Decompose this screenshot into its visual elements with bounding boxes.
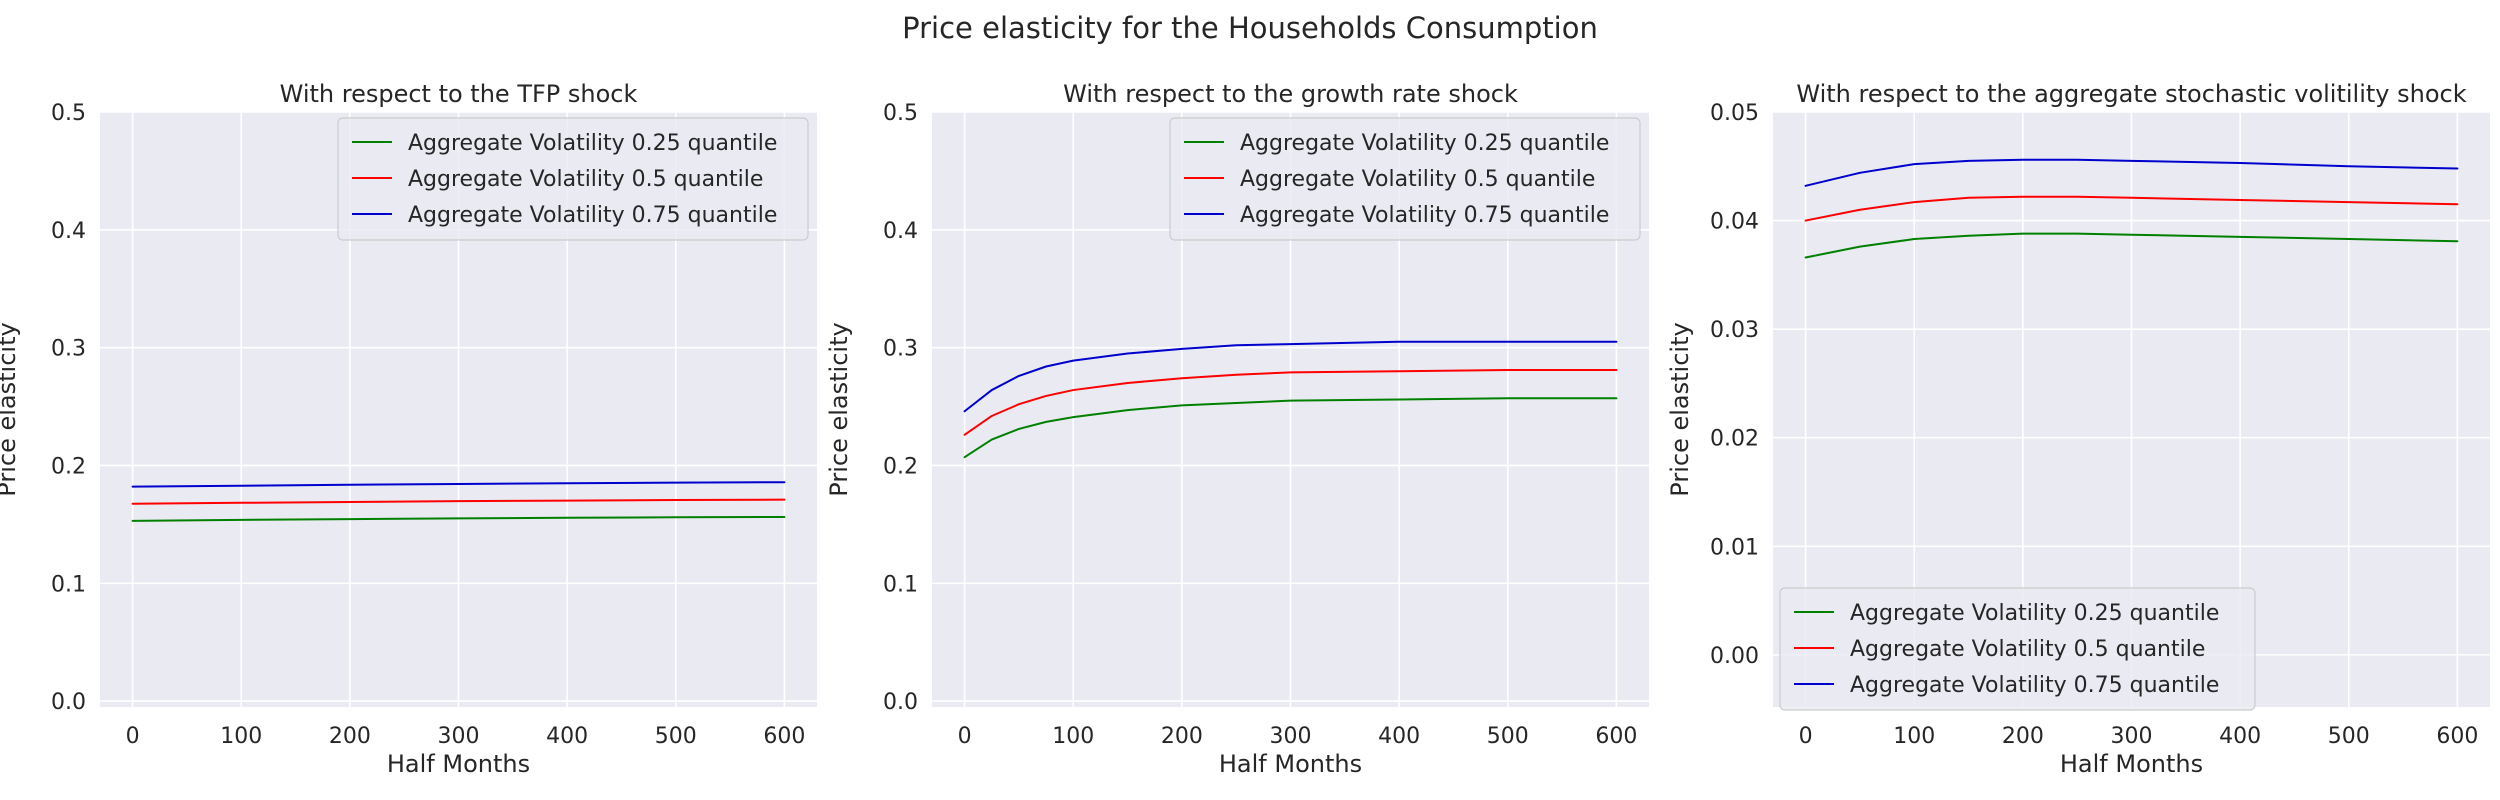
y-tick-label: 0.0 — [51, 690, 86, 715]
x-tick-label: 300 — [438, 724, 480, 749]
x-tick-label: 200 — [1161, 724, 1203, 749]
y-tick-label: 0.01 — [1710, 535, 1759, 560]
series-line-1 — [963, 397, 1618, 459]
subplot-1: 0 100 200 300 400 500 600 0.0 0.1 0.2 0.3 0.4 0.5 Wit… — [0, 80, 817, 778]
series-line-3 — [963, 340, 1618, 413]
legend: Aggregate Volatility 0.25 quantile Aggreg… — [1779, 587, 2256, 711]
y-axis-label: Price elasticity — [825, 322, 853, 496]
series-line-3 — [131, 481, 786, 488]
legend-label: Aggregate Volatility 0.5 quantile — [1240, 167, 1595, 192]
x-tick-label: 500 — [2328, 724, 2370, 749]
subplots: 0 100 200 300 400 500 600 0.0 0.1 0.2 0.3 0.4 0.5 Wit… — [0, 80, 2490, 778]
x-tick-label: 300 — [1270, 724, 1312, 749]
subplot-title: With respect to the growth rate shock — [1063, 80, 1518, 108]
x-axis-label: Half Months — [1219, 750, 1362, 778]
y-axis-label: Price elasticity — [0, 322, 21, 496]
x-tick-label: 400 — [2219, 724, 2261, 749]
x-tick-label: 100 — [1893, 724, 1935, 749]
x-tick-label: 600 — [1595, 724, 1637, 749]
legend-label: Aggregate Volatility 0.75 quantile — [1240, 203, 1609, 228]
legend-label: Aggregate Volatility 0.25 quantile — [408, 131, 777, 156]
legend-label: Aggregate Volatility 0.25 quantile — [1240, 131, 1609, 156]
subplot-2: 0 100 200 300 400 500 600 0.0 0.1 0.2 0.3 0.4 0.5 Wit… — [825, 80, 1649, 778]
subplot-title: With respect to the TFP shock — [280, 80, 638, 108]
y-tick-label: 0.2 — [51, 454, 86, 479]
legend-label: Aggregate Volatility 0.5 quantile — [408, 167, 763, 192]
y-tick-label: 0.2 — [883, 454, 918, 479]
x-tick-label: 400 — [546, 724, 588, 749]
y-tick-label: 0.1 — [883, 572, 918, 597]
y-tick-label: 0.3 — [883, 337, 918, 362]
y-tick-label: 0.0 — [883, 690, 918, 715]
y-tick-label: 0.3 — [51, 337, 86, 362]
series-line-2 — [963, 369, 1618, 436]
x-tick-label: 300 — [2111, 724, 2153, 749]
legend-frame — [1169, 117, 1641, 241]
series-line-2 — [1804, 195, 2459, 222]
x-tick-label: 500 — [1487, 724, 1529, 749]
x-tick-label: 600 — [2436, 724, 2478, 749]
y-axis-label: Price elasticity — [1666, 322, 1694, 496]
y-tick-label: 0.02 — [1710, 427, 1759, 452]
x-tick-label: 600 — [763, 724, 805, 749]
series-line-1 — [131, 515, 786, 522]
x-tick-label: 0 — [958, 724, 972, 749]
y-tick-label: 0.00 — [1710, 644, 1759, 669]
series-line-1 — [1804, 232, 2459, 259]
x-tick-label: 400 — [1378, 724, 1420, 749]
x-tick-label: 200 — [329, 724, 371, 749]
y-tick-label: 0.1 — [51, 572, 86, 597]
y-tick-label: 0.4 — [51, 219, 86, 244]
x-tick-label: 0 — [126, 724, 140, 749]
x-tick-label: 100 — [1052, 724, 1094, 749]
subplot-3: 0 100 200 300 400 500 600 0.00 0.01 0.02 0.03 0.04 0… — [1666, 80, 2490, 778]
y-tick-label: 0.5 — [51, 101, 86, 126]
legend-label: Aggregate Volatility 0.75 quantile — [408, 203, 777, 228]
legend-label: Aggregate Volatility 0.5 quantile — [1850, 637, 2205, 662]
x-axis-label: Half Months — [2060, 750, 2203, 778]
legend: Aggregate Volatility 0.25 quantile Aggreg… — [337, 117, 809, 241]
x-axis-label: Half Months — [387, 750, 530, 778]
y-tick-label: 0.05 — [1710, 101, 1759, 126]
series-line-3 — [1804, 158, 2459, 187]
x-tick-label: 0 — [1799, 724, 1813, 749]
figure-title: Price elasticity for the Households Cons… — [902, 11, 1598, 45]
legend: Aggregate Volatility 0.25 quantile Aggreg… — [1169, 117, 1641, 241]
legend-frame — [1779, 587, 2256, 711]
subplot-title: With respect to the aggregate stochastic… — [1796, 80, 2466, 108]
legend-label: Aggregate Volatility 0.75 quantile — [1850, 673, 2219, 698]
y-tick-label: 0.5 — [883, 101, 918, 126]
x-tick-label: 500 — [655, 724, 697, 749]
legend-label: Aggregate Volatility 0.25 quantile — [1850, 601, 2219, 626]
x-tick-label: 200 — [2002, 724, 2044, 749]
x-tick-label: 100 — [220, 724, 262, 749]
legend-frame — [337, 117, 809, 241]
y-tick-label: 0.4 — [883, 219, 918, 244]
series-line-2 — [131, 498, 786, 505]
y-tick-label: 0.03 — [1710, 318, 1759, 343]
y-tick-label: 0.04 — [1710, 210, 1759, 235]
